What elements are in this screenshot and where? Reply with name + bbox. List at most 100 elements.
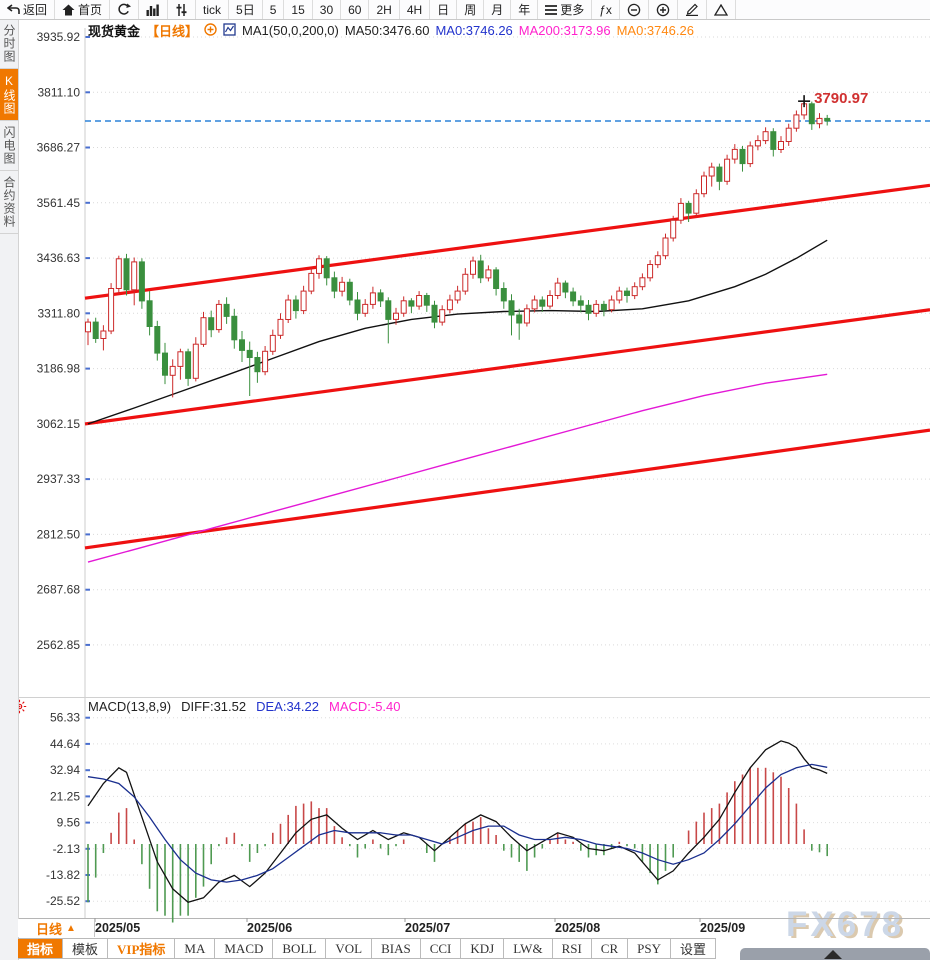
toolbar-button-更多[interactable]: 更多 [538,0,593,19]
macd-diff-value: DIFF:31.52 [181,699,247,714]
tab-PSY[interactable]: PSY [628,939,671,958]
toolbar-button-label: 15 [291,2,305,17]
macd-hist-value: MACD:-5.40 [328,699,401,714]
toolbar-button-年[interactable]: 年 [511,0,539,19]
y-axis-tick-label: 2562.85 [37,638,81,652]
toolbar-button-2H[interactable]: 2H [369,0,400,19]
sidebar-item-闪电图[interactable]: 闪电图 [0,121,18,171]
y-axis-tick-label: 3686.27 [37,141,81,155]
home-icon [62,4,75,16]
toolbar-button-首页[interactable]: 首页 [55,0,111,19]
x-axis-tick-label: 2025/06 [247,921,292,935]
tab-BIAS[interactable]: BIAS [372,939,421,958]
tab-VIP指标[interactable]: VIP指标 [108,939,176,958]
tab-KDJ[interactable]: KDJ [461,939,505,958]
toolbar-button-label: 5 [269,2,277,17]
toolbar-button[interactable] [168,0,197,19]
toolbar-button-60[interactable]: 60 [341,0,370,19]
sidebar-item-分时图[interactable]: 分时图 [0,19,18,69]
tab-RSI[interactable]: RSI [553,939,592,958]
ma-indicator-icon[interactable] [223,22,236,39]
y-axis-tick-label: 3811.10 [38,85,81,99]
trendline-upper [84,183,930,300]
tab-MACD[interactable]: MACD [215,939,274,958]
bottom-scroll-handle[interactable] [740,948,930,960]
macd-y-tick-label: -13.82 [46,868,80,882]
tab-模板[interactable]: 模板 [63,939,109,958]
toolbar-button-4H[interactable]: 4H [400,0,431,19]
sliders-icon [175,3,188,16]
toolbar-button-5[interactable]: 5 [263,0,285,19]
sidebar-item-K线图[interactable]: K线图 [0,69,18,121]
period-badge[interactable]: 【日线】 [146,24,199,39]
toolbar-button-返回[interactable]: 返回 [0,0,56,19]
toolbar-button-30[interactable]: 30 [313,0,342,19]
zoom-out-icon [627,3,641,17]
ma0-value-orange: MA0:3746.26 [616,23,694,38]
toolbar-button-label: 周 [464,3,477,17]
y-axis-tick-label: 2687.68 [37,583,81,597]
ma50-value: MA50:3476.60 [344,23,430,38]
chart-header: 现货黄金 【日线】 MA1(50,0,200,0) MA50:3476.60 M… [88,21,694,40]
tab-VOL[interactable]: VOL [326,939,373,958]
macd-header: MACD(13,8,9) DIFF:31.52 DEA:34.22 MACD:-… [88,699,401,714]
toolbar-button[interactable] [678,0,707,19]
toolbar-button-15[interactable]: 15 [284,0,313,19]
back-icon [7,4,20,15]
tab-设置[interactable]: 设置 [671,939,717,958]
toolbar-button-label: 日 [437,3,450,17]
toolbar-button-5日[interactable]: 5日 [229,0,263,19]
x-axis-tick-label: 2025/09 [700,921,745,935]
tab-CCI[interactable]: CCI [421,939,462,958]
tab-LW&[interactable]: LW& [504,939,553,958]
ma0-value-blue: MA0:3746.26 [435,23,513,38]
sidebar-item-合约资料[interactable]: 合约资料 [0,171,18,234]
toolbar-button[interactable] [139,0,169,19]
macd-diff-line [87,740,828,904]
toolbar-button[interactable] [110,0,140,19]
ma-settings-label: MA1(50,0,200,0) [242,23,339,38]
y-axis-tick-label: 3436.63 [37,251,81,265]
macd-y-tick-label: 9.56 [57,816,81,830]
toolbar-button[interactable] [649,0,678,19]
left-sidebar: 分时图 K线图 闪电图 合约资料 [0,19,19,960]
y-axis-tick-label: 3935.92 [37,30,81,44]
y-axis-tick-label: 3062.15 [37,417,81,431]
tab-MA[interactable]: MA [175,939,216,958]
toolbar-button-label: 返回 [23,3,48,17]
toolbar-button-label: 5日 [236,3,255,17]
toolbar-button-label: tick [203,2,222,17]
tab-CR[interactable]: CR [592,939,629,958]
top-toolbar: 返回 首页 tick 5日 5 15 30 60 2H 4H 日周月年 更多 ƒx [0,0,930,20]
fx678-watermark: FX678 [786,905,905,944]
toolbar-button-label: 更多 [560,3,585,17]
macd-y-tick-label: 44.64 [50,737,80,751]
ma200-line [87,373,828,563]
toolbar-button-周[interactable]: 周 [457,0,485,19]
period-dropdown-label: 日线 [36,921,63,937]
period-dropdown-button[interactable]: 日线 ▲ [18,919,95,937]
toolbar-button-label: 月 [491,3,504,17]
macd-y-tick-label: 32.94 [50,763,80,777]
tab-BOLL[interactable]: BOLL [273,939,327,958]
toolbar-button[interactable] [620,0,649,19]
toolbar-button-label: ƒx [599,2,612,17]
toolbar-button-月[interactable]: 月 [484,0,512,19]
toolbar-button-label: 2H [376,2,392,17]
bar-chart-icon [146,4,160,16]
toolbar-button[interactable] [707,0,736,19]
symbol-name: 现货黄金 [88,24,141,39]
high-price-label: 3790.97 [814,90,868,107]
toolbar-button-tick[interactable]: tick [196,0,230,19]
zoom-in-icon [656,3,670,17]
toolbar-button-label: 60 [348,2,362,17]
menu-icon [545,4,558,15]
macd-dea-value: DEA:34.22 [256,699,319,714]
toolbar-button-label: 4H [406,2,423,17]
x-axis-labels: 2025/05 2025/06 2025/07 2025/08 2025/09 [94,918,745,935]
tab-指标[interactable]: 指标 [18,939,64,958]
toolbar-button-ƒx[interactable]: ƒx [592,0,620,19]
toolbar-button-日[interactable]: 日 [430,0,458,19]
add-indicator-icon[interactable] [204,22,217,39]
